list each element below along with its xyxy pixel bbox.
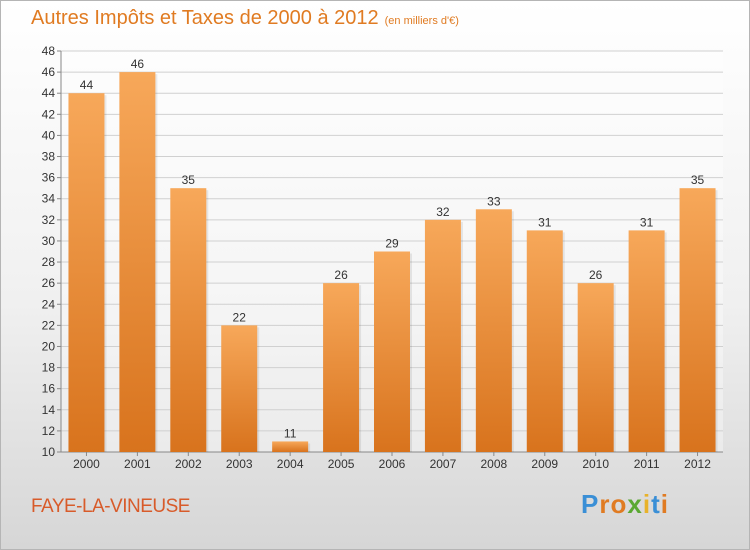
data-label: 35 [182, 173, 196, 187]
bar [272, 441, 309, 452]
logo-letter: o [610, 489, 628, 519]
data-label: 31 [538, 215, 552, 229]
y-tick-label: 26 [42, 276, 56, 290]
y-tick-label: 40 [42, 128, 56, 142]
bar [679, 188, 716, 452]
logo-letter: r [599, 489, 611, 519]
x-tick-label: 2006 [379, 457, 406, 471]
logo-letter: t [651, 489, 661, 519]
x-tick-label: 2011 [634, 457, 660, 471]
x-tick-label: 2010 [582, 457, 609, 471]
y-tick-label: 32 [42, 213, 56, 227]
x-tick-label: 2001 [124, 457, 151, 471]
bar [68, 93, 105, 453]
y-tick-label: 30 [42, 234, 56, 248]
x-tick-label: 2008 [480, 457, 507, 471]
bar [577, 283, 614, 452]
logo-letter: i [642, 489, 652, 519]
data-label: 35 [691, 173, 705, 187]
y-tick-label: 16 [42, 382, 56, 396]
bar [221, 325, 258, 452]
data-label: 33 [487, 194, 501, 208]
y-tick-label: 46 [42, 65, 56, 79]
proxiti-logo: Proxiti [581, 489, 669, 520]
y-tick-label: 48 [42, 44, 56, 58]
data-label: 32 [436, 205, 450, 219]
x-tick-label: 2005 [328, 457, 355, 471]
y-tick-label: 20 [42, 339, 56, 353]
y-tick-label: 22 [42, 318, 56, 332]
data-label: 11 [284, 426, 297, 440]
chart-subtitle: (en milliers d'€) [384, 15, 459, 27]
y-tick-label: 12 [42, 424, 56, 438]
x-tick-label: 2007 [430, 457, 457, 471]
x-tick-label: 2012 [684, 457, 711, 471]
y-tick-label: 42 [42, 107, 56, 121]
y-tick-label: 44 [42, 86, 56, 100]
data-label: 26 [589, 268, 603, 282]
y-tick-label: 34 [42, 192, 56, 206]
data-label: 31 [640, 215, 654, 229]
bar [475, 209, 512, 452]
logo-letter: i [660, 489, 669, 519]
bar [170, 188, 207, 452]
data-label: 46 [131, 57, 145, 71]
data-label: 26 [334, 268, 348, 282]
data-label: 44 [80, 78, 94, 92]
logo-letter: P [581, 489, 600, 519]
bar [119, 72, 156, 453]
x-tick-label: 2004 [277, 457, 304, 471]
bar [374, 251, 410, 452]
x-tick-label: 2002 [175, 457, 202, 471]
bar [424, 219, 461, 452]
chart-title: Autres Impôts et Taxes de 2000 à 2012 (en… [31, 7, 459, 30]
y-tick-label: 24 [42, 297, 56, 311]
logo-letter: x [627, 489, 643, 519]
x-tick-label: 2009 [531, 457, 558, 471]
y-tick-label: 14 [42, 403, 56, 417]
data-label: 22 [233, 310, 247, 324]
y-tick-label: 36 [42, 171, 56, 185]
data-label: 29 [385, 237, 399, 251]
y-tick-label: 18 [42, 361, 56, 375]
y-tick-label: 10 [42, 445, 56, 459]
x-tick-label: 2000 [73, 457, 100, 471]
place-name: FAYE-LA-VINEUSE [31, 496, 190, 517]
chart-title-text: Autres Impôts et Taxes de 2000 à 2012 [31, 7, 379, 29]
bar [323, 283, 360, 452]
bar [628, 230, 665, 452]
y-tick-label: 38 [42, 150, 56, 164]
bar [526, 230, 563, 452]
x-tick-label: 2003 [226, 457, 253, 471]
y-tick-label: 28 [42, 255, 56, 269]
